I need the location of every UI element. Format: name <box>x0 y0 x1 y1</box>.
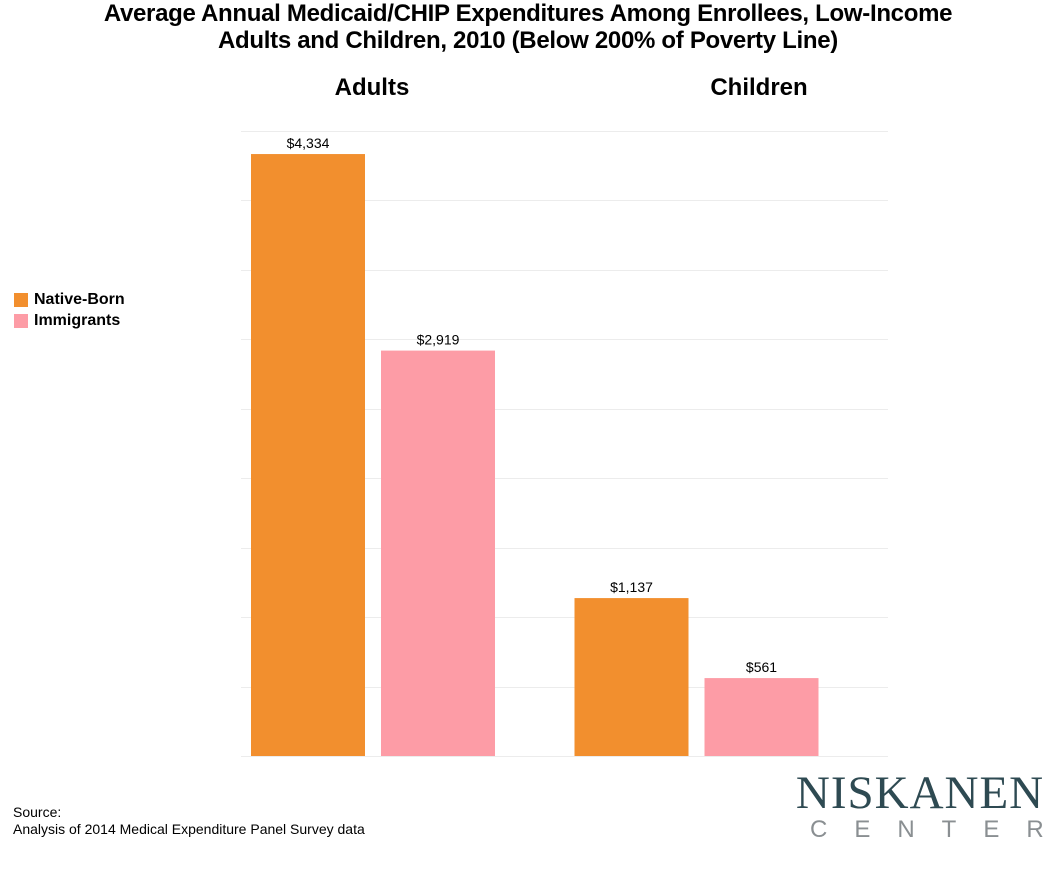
data-label: $1,137 <box>610 579 653 595</box>
chart-title-line-1: Average Annual Medicaid/CHIP Expenditure… <box>103 0 953 27</box>
bar-children-native-born <box>574 598 689 756</box>
legend-item-native-born: Native-Born <box>14 289 125 310</box>
legend: Native-Born Immigrants <box>14 289 125 331</box>
bars <box>251 154 819 757</box>
legend-label-native-born: Native-Born <box>34 290 125 308</box>
data-labels: $4,334 $2,919 $1,137 $561 <box>287 135 778 675</box>
bar-adults-native-born <box>251 154 365 757</box>
logo-main-text: NISKANEN <box>795 767 1045 819</box>
legend-item-immigrants: Immigrants <box>14 310 125 331</box>
source-label: Source: <box>13 804 62 820</box>
panel-title-adults: Adults <box>334 74 410 101</box>
legend-swatch-immigrants <box>14 313 28 328</box>
legend-swatch-native-born <box>14 292 28 307</box>
data-label: $2,919 <box>417 332 460 348</box>
logo-sub-text: CENTER <box>810 816 1056 843</box>
source-note: Source: Analysis of 2014 Medical Expendi… <box>13 804 365 838</box>
data-label: $561 <box>746 659 777 675</box>
chart-title-line-2: Adults and Children, 2010 (Below 200% of… <box>218 27 838 54</box>
bar-adults-immigrants <box>381 350 495 756</box>
data-label: $4,334 <box>287 135 330 151</box>
panel-title-children: Children <box>710 74 808 101</box>
legend-label-immigrants: Immigrants <box>34 311 121 329</box>
chart-title: Average Annual Medicaid/CHIP Expenditure… <box>0 0 1056 54</box>
bar-children-immigrants <box>704 678 819 756</box>
source-text: Analysis of 2014 Medical Expenditure Pan… <box>13 821 365 837</box>
niskanen-center-logo: NISKANEN CENTER <box>790 770 1050 844</box>
